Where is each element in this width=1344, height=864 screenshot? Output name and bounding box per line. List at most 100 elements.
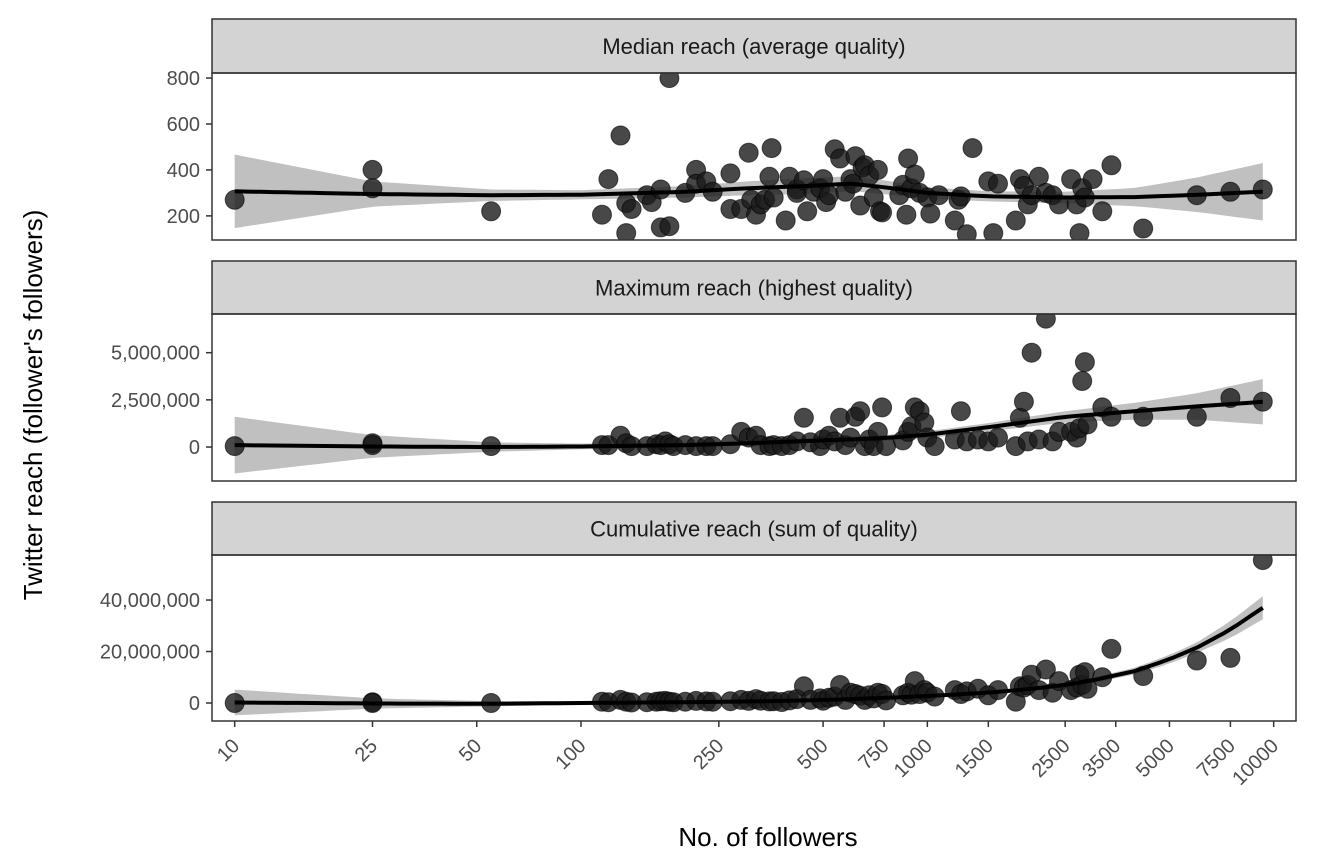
x-tick-label: 10000 bbox=[1228, 735, 1283, 790]
x-tick-label: 750 bbox=[854, 735, 893, 774]
data-point bbox=[1220, 647, 1241, 668]
data-point bbox=[616, 223, 637, 240]
data-point bbox=[759, 166, 780, 187]
data-point bbox=[1072, 371, 1093, 391]
data-point bbox=[819, 185, 839, 206]
panel-strip bbox=[211, 260, 1297, 315]
y-tick-label: 400 bbox=[167, 160, 200, 182]
x-tick-label: 2500 bbox=[1028, 735, 1075, 782]
y-tick-label: 20,000,000 bbox=[100, 642, 200, 664]
data-point bbox=[876, 690, 897, 711]
panel-strip bbox=[211, 18, 1297, 74]
data-point bbox=[1133, 218, 1154, 239]
data-point bbox=[1077, 414, 1098, 435]
data-point bbox=[904, 164, 925, 185]
data-point bbox=[988, 427, 1008, 448]
data-point bbox=[598, 169, 619, 190]
data-point bbox=[775, 210, 796, 231]
data-point bbox=[988, 173, 1008, 194]
data-point bbox=[872, 202, 893, 223]
data-point bbox=[621, 199, 642, 219]
data-point bbox=[924, 436, 945, 457]
data-point bbox=[481, 201, 502, 222]
data-point bbox=[793, 407, 814, 428]
x-tick-label: 10 bbox=[213, 735, 244, 766]
panel-border bbox=[211, 72, 1297, 241]
panel-plot-area bbox=[224, 73, 1273, 240]
y-tick-label: 5,000,000 bbox=[111, 343, 200, 365]
data-point bbox=[1021, 342, 1042, 363]
data-point bbox=[1101, 155, 1122, 176]
data-point bbox=[1252, 555, 1273, 571]
y-tick-label: 40,000,000 bbox=[100, 590, 200, 612]
y-tick-label: 600 bbox=[167, 114, 200, 136]
y-tick-label: 2,500,000 bbox=[111, 390, 200, 412]
x-tick-label: 1500 bbox=[951, 735, 998, 782]
data-point bbox=[659, 73, 680, 89]
y-tick-label: 0 bbox=[189, 693, 200, 715]
data-point bbox=[738, 142, 759, 163]
data-point bbox=[1101, 638, 1122, 659]
data-point bbox=[650, 179, 671, 200]
data-point bbox=[850, 401, 871, 422]
data-point bbox=[867, 159, 888, 180]
panel-strip bbox=[211, 501, 1297, 556]
y-tick-label: 0 bbox=[189, 437, 200, 459]
panel-title: Maximum reach (highest quality) bbox=[595, 276, 913, 301]
data-point bbox=[962, 138, 983, 159]
x-axis-title: No. of followers bbox=[678, 822, 857, 852]
panel-border bbox=[211, 554, 1297, 722]
chart-panels: Median reach (average quality) 200 400 600 8… bbox=[100, 18, 1297, 722]
data-point bbox=[1013, 391, 1034, 412]
data-point bbox=[1069, 223, 1090, 240]
data-point bbox=[1082, 169, 1103, 190]
data-point bbox=[956, 224, 977, 240]
smooth-line bbox=[234, 181, 1263, 200]
data-point bbox=[1252, 179, 1273, 200]
data-point bbox=[797, 201, 818, 222]
data-point bbox=[950, 401, 971, 422]
x-tick-label: 50 bbox=[455, 735, 486, 766]
data-point bbox=[659, 216, 680, 237]
data-point bbox=[1005, 210, 1026, 231]
panel-plot-area bbox=[224, 314, 1273, 474]
y-tick-label: 200 bbox=[167, 206, 200, 228]
data-point bbox=[983, 223, 1004, 240]
x-tick-label: 500 bbox=[793, 735, 832, 774]
panel-1: Median reach (average quality) 200 400 600 8… bbox=[167, 18, 1297, 241]
data-point bbox=[761, 138, 782, 159]
data-point bbox=[1035, 659, 1056, 680]
data-point bbox=[1186, 406, 1207, 427]
panel-title: Median reach (average quality) bbox=[602, 34, 905, 59]
data-point bbox=[224, 189, 245, 210]
data-point bbox=[1186, 650, 1207, 671]
x-tick-label: 100 bbox=[551, 735, 590, 774]
x-tick-label: 3500 bbox=[1078, 735, 1125, 782]
data-point bbox=[1092, 201, 1113, 222]
data-point bbox=[720, 163, 741, 184]
data-point bbox=[763, 187, 784, 208]
x-tick-label: 5000 bbox=[1132, 735, 1179, 782]
x-tick-label: 25 bbox=[351, 735, 382, 766]
panel-title: Cumulative reach (sum of quality) bbox=[590, 517, 918, 542]
smooth-line bbox=[234, 399, 1263, 449]
x-tick-label: 1000 bbox=[890, 735, 937, 782]
panel-border bbox=[211, 313, 1297, 482]
data-point bbox=[896, 204, 917, 225]
panel-plot-area bbox=[224, 555, 1273, 716]
data-point bbox=[1035, 314, 1056, 329]
data-point bbox=[362, 159, 383, 180]
data-point bbox=[872, 397, 893, 418]
y-axis-title: Twitter reach (follower's followers) bbox=[18, 210, 48, 601]
data-point bbox=[920, 203, 941, 224]
panel-2: Maximum reach (highest quality) 0 2,500,00… bbox=[111, 260, 1297, 482]
data-point bbox=[592, 204, 612, 225]
y-tick-label: 800 bbox=[167, 68, 200, 90]
data-point bbox=[944, 210, 965, 231]
panel-3: Cumulative reach (sum of quality) 0 20,000… bbox=[100, 501, 1297, 722]
x-tick-label: 250 bbox=[689, 735, 728, 774]
data-point bbox=[1074, 352, 1095, 373]
data-point bbox=[1101, 406, 1122, 427]
